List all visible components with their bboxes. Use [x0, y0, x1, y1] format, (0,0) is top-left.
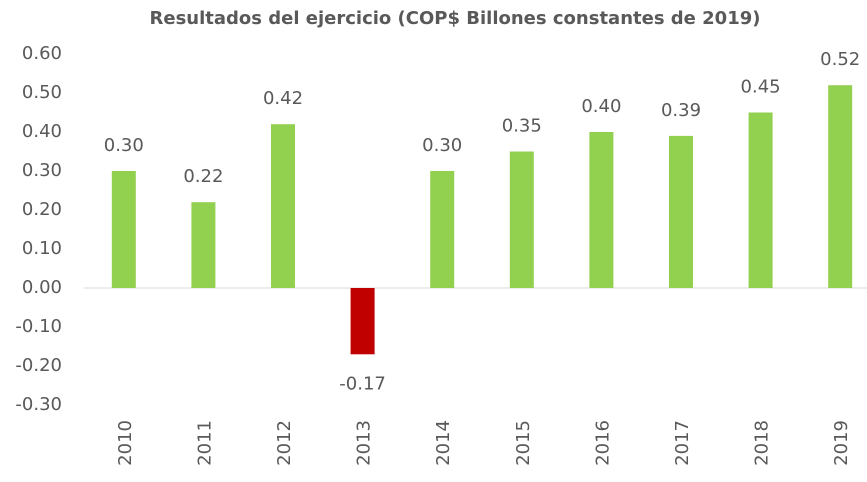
x-tick-label: 2013: [354, 420, 375, 466]
y-tick-label: 0.40: [22, 121, 62, 142]
bar: [828, 85, 853, 288]
value-label: 0.22: [183, 166, 223, 187]
value-label: 0.52: [820, 49, 860, 70]
bar: [669, 135, 693, 288]
y-tick-label: 0.10: [22, 238, 62, 259]
x-tick-label: 2018: [752, 420, 773, 466]
bar: [111, 171, 136, 288]
chart-title: Resultados del ejercicio (COP$ Billones …: [150, 8, 761, 29]
bar: [350, 288, 375, 355]
x-tick-label: 2010: [115, 420, 136, 466]
y-tick-label: -0.10: [15, 316, 62, 337]
y-tick-label: -0.20: [15, 355, 62, 376]
bar: [589, 132, 614, 288]
value-label: 0.35: [502, 116, 542, 137]
y-tick-label: 0.60: [22, 43, 62, 64]
bar: [271, 124, 295, 288]
x-tick-label: 2019: [831, 420, 852, 466]
x-tick-label: 2016: [592, 420, 613, 466]
x-tick-label: 2012: [274, 420, 295, 466]
x-tick-label: 2015: [513, 420, 534, 466]
value-label: 0.40: [581, 96, 621, 117]
bar: [509, 151, 534, 288]
y-tick-label: 0.00: [22, 277, 62, 298]
bar: [191, 202, 216, 288]
bar: [430, 171, 455, 288]
value-label: -0.17: [339, 373, 386, 394]
y-tick-label: -0.30: [15, 394, 62, 415]
y-tick-label: 0.20: [22, 199, 62, 220]
y-tick-label: 0.50: [22, 82, 62, 103]
value-label: 0.30: [104, 135, 144, 156]
bar: [748, 112, 773, 288]
x-tick-label: 2017: [672, 420, 693, 466]
value-label: 0.45: [741, 77, 781, 98]
value-label: 0.39: [661, 100, 701, 121]
x-tick-label: 2011: [194, 420, 215, 466]
y-tick-label: 0.30: [22, 160, 62, 181]
value-label: 0.42: [263, 88, 303, 109]
value-label: 0.30: [422, 135, 462, 156]
x-tick-label: 2014: [433, 420, 454, 466]
